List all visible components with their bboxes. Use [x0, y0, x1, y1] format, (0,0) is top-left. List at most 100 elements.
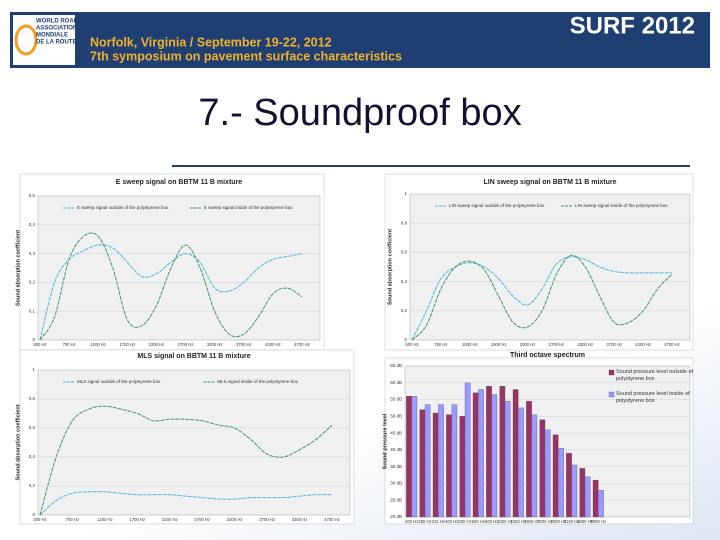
y-axis-label: Sound absorption coefficient: [15, 230, 21, 306]
x-tick-label: 750 Hz: [434, 342, 447, 347]
x-tick-label: 5000 Hz: [591, 519, 607, 524]
series-line: [411, 254, 673, 341]
x-tick-label: 1700 Hz: [120, 342, 136, 347]
y-tick-label: 0,2: [29, 483, 36, 488]
y-tick-label: 30 dB: [390, 481, 402, 486]
bar: [411, 396, 418, 518]
bar: [598, 490, 604, 518]
x-tick-label: 2500 Hz: [551, 519, 567, 524]
x-tick-label: 1500 Hz: [491, 342, 507, 347]
y-tick-label: 35 dB: [390, 464, 402, 469]
x-tick-label: 2000 Hz: [520, 342, 536, 347]
x-tick-label: 500 Hz: [33, 342, 46, 347]
x-tick-label: 250 Hz: [418, 519, 431, 524]
series-line: [39, 405, 333, 516]
y-tick-label: 45 dB: [390, 430, 402, 435]
bar: [432, 412, 439, 518]
x-tick-label: 3150 Hz: [564, 519, 580, 524]
slide-title: 7.- Soundproof box: [198, 92, 521, 134]
x-tick-label: 3700 Hz: [606, 342, 622, 347]
bar: [539, 419, 546, 518]
y-tick-label: 0: [32, 337, 35, 342]
chart-title: Third octave spectrum: [510, 352, 585, 359]
y-tick-label: 0,4: [29, 454, 36, 459]
y-tick-label: 65 dB: [390, 363, 402, 368]
bar: [499, 385, 506, 518]
bar: [571, 464, 578, 518]
x-tick-label: 500 Hz: [458, 519, 471, 524]
y-tick-label: 60 dB: [390, 380, 402, 385]
bar: [592, 479, 599, 518]
y-tick-label: 0: [404, 337, 407, 342]
logo-text: WORLD ROAD: [36, 19, 79, 25]
y-tick-label: 0,6: [401, 250, 408, 255]
x-tick-label: 3700 Hz: [259, 517, 275, 522]
x-tick-label: 1250 Hz: [511, 519, 527, 524]
bar: [491, 394, 498, 518]
chart-title: E sweep signal on BBTM 11 B mixture: [116, 179, 243, 186]
x-tick-label: 800 Hz: [485, 519, 498, 524]
y-tick-label: 0,1: [29, 308, 36, 313]
bar: [512, 389, 519, 518]
y-axis-label: Sound pressure level: [382, 413, 388, 469]
x-tick-label: 3200 Hz: [578, 342, 594, 347]
series-line: [39, 244, 303, 341]
bar: [558, 448, 564, 518]
legend-label: E sweep signal inside of the polystyrene…: [204, 205, 293, 210]
series-line: [39, 232, 303, 341]
x-tick-label: 4000 Hz: [577, 519, 593, 524]
x-tick-label: 1200 Hz: [97, 517, 113, 522]
bar: [459, 416, 466, 518]
chart-title: MLS signal on BBTM 11 B mixture: [137, 353, 250, 360]
event-name: SURF 2012: [570, 12, 695, 39]
bar: [504, 401, 511, 518]
bar: [486, 385, 492, 518]
bar: [424, 404, 431, 518]
y-axis-label: Sound absorption coefficient: [387, 229, 393, 305]
x-tick-label: 630 Hz: [472, 519, 485, 524]
y-tick-label: 0,8: [29, 396, 36, 401]
bar: [552, 434, 559, 518]
bar: [406, 396, 412, 518]
x-tick-label: 4700 Hz: [324, 517, 340, 522]
bar: [518, 407, 524, 518]
x-tick-label: 2000 Hz: [537, 519, 553, 524]
legend-label: MLS signal outside of the polystyrene bo…: [77, 379, 161, 384]
legend-label: E sweep signal outside of the polystyren…: [77, 205, 169, 210]
y-tick-label: 0,2: [401, 308, 408, 313]
x-tick-label: 200 Hz: [33, 517, 46, 522]
x-tick-label: 1700 Hz: [130, 517, 146, 522]
y-tick-label: 0,3: [29, 251, 36, 256]
header-line1: Norfolk, Virginia / September 19-22, 201…: [90, 35, 332, 49]
y-tick-label: 0,2: [29, 280, 36, 285]
x-tick-label: 1600 Hz: [524, 519, 540, 524]
y-tick-label: 55 dB: [390, 397, 402, 402]
bar: [478, 389, 484, 518]
y-tick-label: 1: [32, 367, 35, 372]
x-tick-label: 3700 Hz: [236, 342, 252, 347]
x-tick-label: 200 Hz: [405, 519, 418, 524]
y-tick-label: 40 dB: [390, 447, 402, 452]
bar: [472, 392, 479, 518]
logo-text: DE LA ROUTE: [36, 40, 76, 46]
y-tick-label: 0,4: [29, 222, 36, 227]
x-tick-label: 4700 Hz: [664, 342, 680, 347]
logo-box: [13, 15, 75, 65]
y-tick-label: 0,5: [29, 193, 36, 198]
x-tick-label: 2700 Hz: [194, 517, 210, 522]
plot-area: [37, 195, 321, 341]
legend-label: LIN sweep signal outside of the polystyr…: [449, 203, 545, 208]
x-tick-label: 2200 Hz: [149, 342, 165, 347]
legend-swatch: [608, 391, 615, 398]
x-tick-label: 2700 Hz: [549, 342, 565, 347]
bar: [526, 401, 532, 518]
x-tick-label: 500 Hz: [405, 342, 418, 347]
logo-text: MONDIALE: [36, 33, 68, 39]
header-line2: 7th symposium on pavement surface charac…: [90, 49, 402, 63]
x-tick-label: 3200 Hz: [207, 342, 223, 347]
y-tick-label: 20 dB: [390, 514, 402, 519]
bar: [566, 453, 572, 518]
x-tick-label: 700 Hz: [62, 342, 75, 347]
bar: [584, 476, 591, 518]
